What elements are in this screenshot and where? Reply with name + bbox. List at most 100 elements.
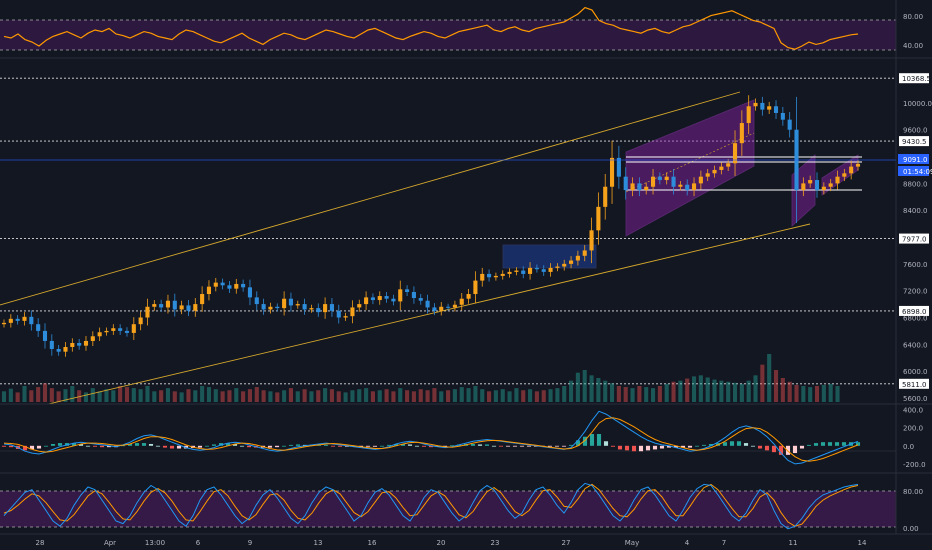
macd-histogram-bar: [582, 436, 588, 446]
time-axis[interactable]: 28 Apr 13:00 6 9 13 16 20 23 27 May 4 7 11 14: [36, 539, 867, 547]
volume-bar: [70, 386, 75, 402]
level-label-box: [899, 136, 929, 147]
volume-bar: [446, 390, 451, 402]
macd-histogram-bar: [603, 441, 609, 446]
volume-bar: [200, 386, 205, 402]
macd-histogram-bar: [498, 445, 504, 447]
macd-histogram-bar: [43, 445, 49, 447]
macd-histogram-bar: [799, 445, 805, 449]
candle-body: [131, 324, 136, 333]
candle-body: [56, 349, 61, 352]
volume-bar: [77, 390, 82, 402]
volume-bar: [316, 390, 321, 402]
volume-bar: [569, 380, 574, 402]
macd-histogram-bar: [484, 444, 490, 446]
volume-bar: [357, 389, 362, 402]
time-tick-label: 7: [722, 539, 726, 547]
volume-bar: [364, 388, 369, 402]
rsi-panel: 80.00 40.00: [0, 6, 923, 51]
rsi-line: [3, 6, 859, 50]
candle-body: [111, 328, 116, 331]
level-label-box: [899, 378, 929, 389]
candle-body: [596, 206, 601, 231]
candle-body: [145, 306, 150, 318]
volume-bar: [746, 380, 751, 402]
macd-histogram-bar: [645, 445, 651, 451]
volume-bar: [739, 383, 744, 402]
candle-body: [828, 183, 833, 187]
macd-histogram-bar: [246, 445, 252, 448]
time-tick-label: 11: [789, 539, 798, 547]
candle-body: [425, 300, 430, 308]
level-label: 10368.5: [902, 75, 931, 83]
volume-bar: [370, 391, 375, 402]
macd-histogram-bar: [225, 443, 231, 446]
macd-histogram-bar: [141, 443, 147, 446]
candle-body: [227, 285, 232, 289]
candle-body: [275, 306, 280, 309]
volume-bar: [828, 383, 833, 402]
candle-body: [739, 123, 744, 144]
candle-body: [70, 342, 75, 348]
candle-body: [186, 305, 191, 311]
macd-histogram-bar: [50, 443, 56, 446]
macd-histogram-bar: [729, 441, 735, 446]
macd-signal-line: [3, 417, 859, 462]
volume-bar: [391, 391, 396, 402]
candle-body: [152, 304, 157, 307]
volume-bar: [521, 390, 526, 402]
macd-histogram-bar: [652, 445, 658, 450]
volume-bar: [726, 381, 731, 402]
candle-body: [90, 336, 95, 341]
candle-body: [773, 106, 779, 113]
candle-body: [309, 308, 314, 310]
volume-bar: [268, 391, 273, 402]
volume-bar: [254, 387, 259, 402]
volume-bar: [329, 389, 334, 402]
volume-bar: [220, 391, 225, 402]
volume-bar: [650, 388, 656, 402]
macd-histogram-bar: [162, 445, 168, 448]
macd-histogram-bar: [470, 443, 476, 446]
macd-histogram-bar: [617, 445, 623, 450]
candle-body: [780, 112, 785, 120]
volume-bar: [452, 389, 457, 402]
candle-body: [801, 183, 806, 191]
macd-histogram-bar: [295, 444, 301, 446]
macd-histogram-bar: [92, 445, 98, 447]
volume-bar: [247, 389, 253, 402]
volume-bar: [671, 381, 676, 402]
volume-bar: [165, 388, 171, 402]
time-tick-label: 20: [437, 539, 446, 547]
macd-histogram-bar: [778, 445, 784, 455]
volume-bar: [780, 378, 785, 402]
time-tick-label: 9: [248, 539, 252, 547]
volume-bar: [63, 389, 68, 402]
macd-histogram-bar: [575, 440, 581, 446]
candle-body: [575, 255, 580, 261]
macd-tick-label: 200.0: [903, 425, 923, 433]
time-tick-label: Apr: [104, 539, 116, 547]
small-channel-right: [821, 154, 859, 196]
volume-bar: [773, 370, 779, 402]
volume-bar: [794, 384, 799, 402]
candle-body: [36, 324, 41, 331]
price-tick-label: 6000.0: [903, 368, 928, 376]
macd-histogram-bar: [99, 445, 105, 448]
macd-histogram-bar: [211, 444, 217, 446]
candle-body: [609, 157, 615, 187]
stoch-band: [0, 491, 896, 527]
volume-bar: [596, 378, 601, 402]
volume-bar: [507, 391, 512, 402]
volume-bar: [384, 389, 389, 402]
macd-histogram-bar: [757, 445, 763, 449]
volume-bar: [480, 389, 485, 402]
volume-bar: [603, 380, 608, 402]
candle-body: [814, 180, 820, 191]
macd-histogram-bar: [386, 444, 392, 446]
time-tick-label: 16: [368, 539, 377, 547]
macd-histogram-bar: [372, 445, 378, 447]
candle-body: [268, 306, 273, 310]
macd-histogram-bar: [638, 445, 644, 452]
